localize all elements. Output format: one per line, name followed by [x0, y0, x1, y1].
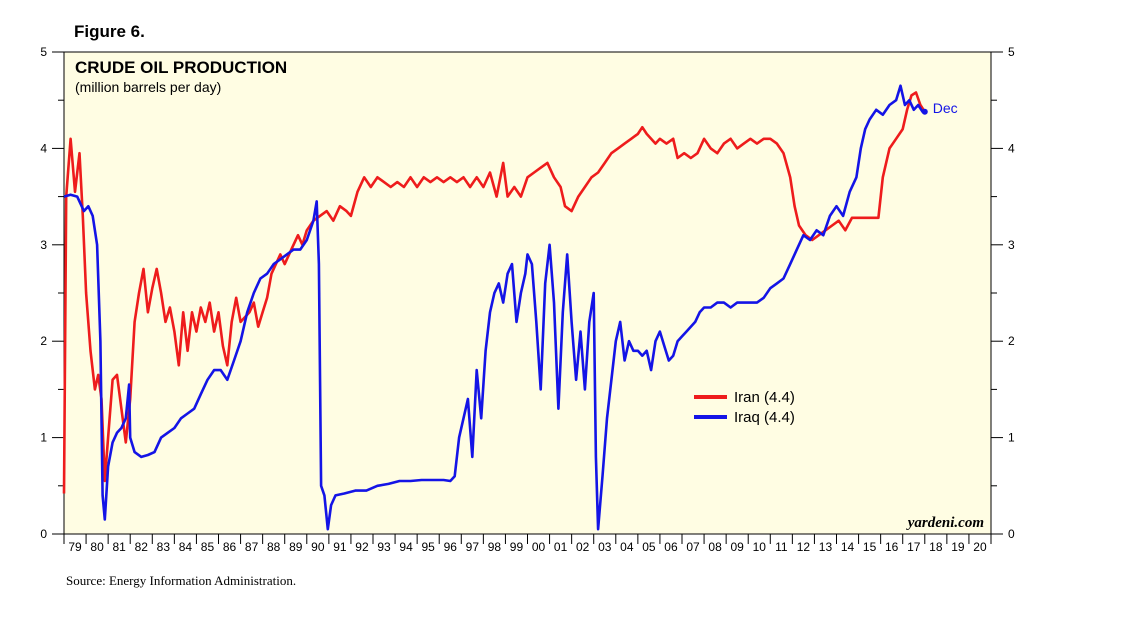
- watermark: yardeni.com: [906, 515, 984, 531]
- y-tick-label-left: 4: [40, 141, 47, 155]
- plot-area: [63, 51, 992, 535]
- x-tick-label: 16: [885, 540, 899, 554]
- x-tick-label: 19: [951, 540, 965, 554]
- x-tick-label: 05: [642, 540, 656, 554]
- y-axis-right: 0 1 2 3 4 5: [991, 45, 1015, 541]
- x-tick-label: 79: [68, 540, 82, 554]
- x-tick-label: 80: [90, 540, 104, 554]
- x-tick-label: 18: [929, 540, 943, 554]
- x-tick-label: 98: [488, 540, 502, 554]
- chart-subtitle: (million barrels per day): [75, 79, 221, 95]
- y-tick-label-right: 0: [1008, 527, 1015, 541]
- x-tick-label: 90: [311, 540, 325, 554]
- x-tick-label: 95: [421, 540, 435, 554]
- dec-marker: [921, 108, 928, 115]
- x-tick-label: 09: [730, 540, 744, 554]
- x-tick-label: 91: [333, 540, 347, 554]
- x-tick-label: 81: [112, 540, 126, 554]
- series-line-iran: [62, 91, 926, 494]
- x-tick-label: 00: [532, 540, 546, 554]
- x-tick-label: 17: [907, 540, 921, 554]
- x-tick-label: 92: [355, 540, 369, 554]
- y-tick-label-left: 3: [40, 238, 47, 252]
- x-tick-label: 20: [973, 540, 987, 554]
- x-tick-label: 07: [686, 540, 700, 554]
- x-tick-label: 03: [598, 540, 612, 554]
- x-tick-label: 10: [753, 540, 767, 554]
- x-tick-label: 06: [664, 540, 678, 554]
- legend-label-iran: Iran (4.4): [734, 389, 795, 406]
- x-tick-label: 88: [267, 540, 281, 554]
- x-tick-label: 13: [819, 540, 833, 554]
- x-tick-label: 14: [841, 540, 855, 554]
- y-tick-label-left: 2: [40, 334, 47, 348]
- x-tick-label: 83: [157, 540, 171, 554]
- x-tick-label: 86: [223, 540, 237, 554]
- x-tick-label: 87: [245, 540, 259, 554]
- x-tick-label: 84: [179, 540, 193, 554]
- x-tick-label: 04: [620, 540, 634, 554]
- x-tick-label: 15: [863, 540, 877, 554]
- legend-label-iraq: Iraq (4.4): [734, 409, 795, 426]
- x-tick-label: 89: [289, 540, 303, 554]
- y-tick-label-right: 4: [1008, 141, 1015, 155]
- series-layer: [62, 84, 928, 531]
- source-note: Source: Energy Information Administratio…: [66, 573, 297, 588]
- x-tick-label: 85: [201, 540, 215, 554]
- y-tick-label-left: 0: [40, 527, 47, 541]
- y-tick-label-right: 5: [1008, 45, 1015, 59]
- figure-label: Figure 6.: [74, 22, 145, 41]
- x-tick-label: 12: [797, 540, 811, 554]
- x-tick-label: 82: [135, 540, 149, 554]
- x-tick-label: 11: [775, 540, 788, 554]
- y-tick-label-left: 1: [40, 431, 47, 445]
- chart-title: CRUDE OIL PRODUCTION: [75, 58, 287, 77]
- x-tick-label: 01: [554, 540, 568, 554]
- dec-annotation: Dec: [933, 100, 958, 116]
- y-tick-label-right: 1: [1008, 431, 1015, 445]
- x-tick-label: 94: [399, 540, 413, 554]
- x-tick-label: 96: [444, 540, 458, 554]
- x-tick-label: 93: [377, 540, 391, 554]
- y-tick-label-right: 2: [1008, 334, 1015, 348]
- y-tick-label-right: 3: [1008, 238, 1015, 252]
- legend: Iran (4.4) Iraq (4.4): [694, 389, 795, 426]
- x-tick-label: 02: [576, 540, 590, 554]
- x-tick-label: 97: [466, 540, 480, 554]
- x-axis: 79 80 81 82 83 84 85 86 87 88 89 90 91 92 93 94 95 96 97 98…: [63, 534, 992, 554]
- series-line-iraq: [63, 84, 925, 531]
- y-axis-left: 0 1 2 3 4 5: [40, 45, 64, 541]
- x-tick-label: 99: [510, 540, 524, 554]
- y-tick-label-left: 5: [40, 45, 47, 59]
- x-tick-label: 08: [708, 540, 722, 554]
